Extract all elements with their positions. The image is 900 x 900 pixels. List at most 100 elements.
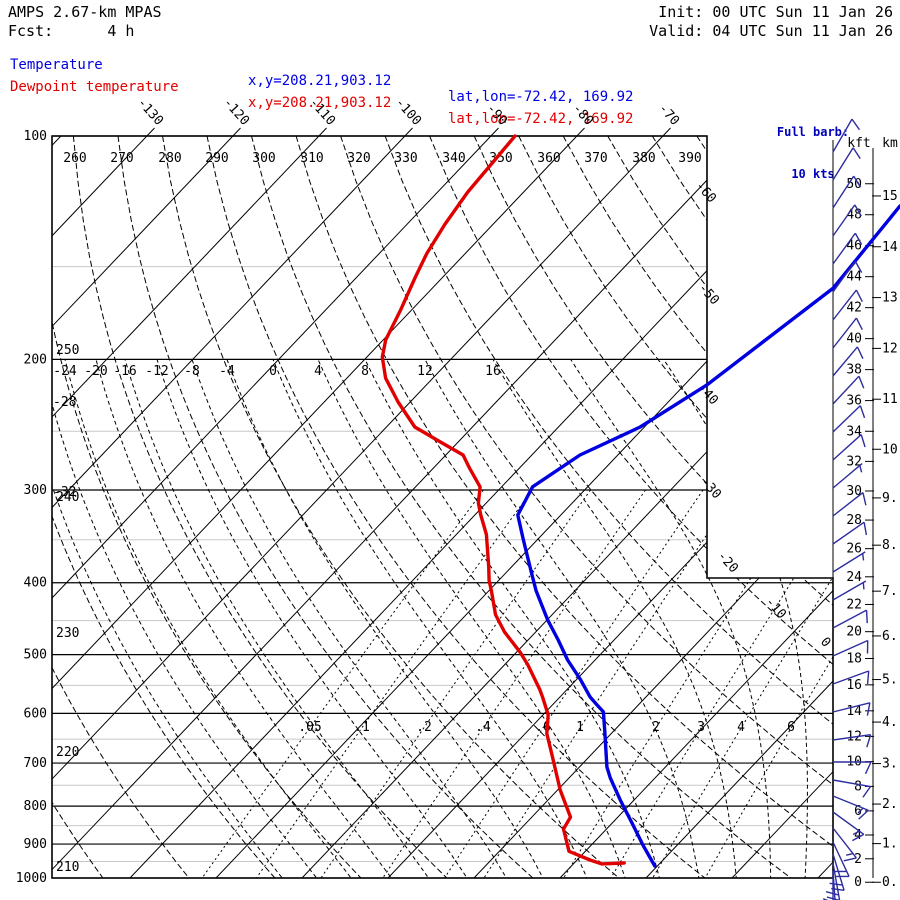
svg-text:1: 1 <box>576 720 584 735</box>
svg-text:-12: -12 <box>145 364 168 379</box>
wind-barb <box>832 317 863 349</box>
svg-text:8.: 8. <box>882 538 898 553</box>
wind-barb <box>832 232 863 265</box>
svg-text:44: 44 <box>846 270 862 285</box>
isotherm-labels-right: -60-50-40-30-20-100 <box>692 179 833 651</box>
svg-text:-80: -80 <box>569 101 596 128</box>
plot-frame <box>51 135 834 879</box>
svg-text:4: 4 <box>854 828 862 843</box>
svg-text:600: 600 <box>24 706 47 721</box>
svg-text:320: 320 <box>347 151 370 166</box>
legend-temperature-xy: x,y=208.21,903.12 <box>248 73 392 89</box>
svg-text:-70: -70 <box>655 101 682 128</box>
svg-text:-20: -20 <box>84 364 107 379</box>
svg-text:240: 240 <box>56 490 79 505</box>
wind-barb <box>832 260 863 293</box>
svg-text:8: 8 <box>854 779 862 794</box>
legend-dewpoint-label: Dewpoint temperature <box>10 79 179 95</box>
svg-text:230: 230 <box>56 626 79 641</box>
svg-text:10.: 10. <box>882 442 900 457</box>
svg-text:34: 34 <box>846 424 862 439</box>
temperature-curve <box>516 204 900 868</box>
svg-text:4: 4 <box>314 364 322 379</box>
wind-barb <box>832 375 865 405</box>
svg-text:300: 300 <box>24 483 47 498</box>
svg-text:16: 16 <box>485 364 501 379</box>
svg-text:400: 400 <box>24 576 47 591</box>
svg-text:-100: -100 <box>392 95 424 128</box>
legend-dewpoint-xy: x,y=208.21,903.12 <box>248 95 392 111</box>
svg-text:1000: 1000 <box>16 871 47 886</box>
svg-text:300: 300 <box>252 151 275 166</box>
wind-barb <box>832 827 857 862</box>
wind-barb <box>832 175 862 209</box>
svg-text:700: 700 <box>24 756 47 771</box>
wind-barb <box>832 795 869 820</box>
svg-text:-4: -4 <box>219 364 235 379</box>
svg-text:42: 42 <box>846 301 862 316</box>
svg-text:310: 310 <box>300 151 323 166</box>
svg-text:0: 0 <box>269 364 277 379</box>
wind-barb <box>832 877 834 900</box>
legend-temperature-label: Temperature <box>10 57 103 73</box>
svg-text:24: 24 <box>846 570 862 585</box>
svg-text:.05: .05 <box>298 720 321 735</box>
svg-text:32: 32 <box>846 454 862 469</box>
svg-text:900: 900 <box>24 837 47 852</box>
svg-text:7.: 7. <box>882 584 898 599</box>
svg-text:6.: 6. <box>882 629 898 644</box>
legend-dewpoint-row: Dewpoint temperature x,y=208.21,903.12 l… <box>0 63 633 127</box>
svg-text:220: 220 <box>56 745 79 760</box>
isobars-major <box>52 135 833 879</box>
svg-text:200: 200 <box>24 352 47 367</box>
moist-adiabat-labels: -24 -20 -16 -12 -8 -4 0 4 8 12 16 -28 -32 <box>53 364 501 500</box>
svg-text:-8: -8 <box>184 364 200 379</box>
svg-text:9.: 9. <box>882 491 898 506</box>
svg-text:4.: 4. <box>882 715 898 730</box>
wind-barb <box>832 779 871 798</box>
wind-barb <box>832 405 866 433</box>
svg-text:2: 2 <box>854 852 862 867</box>
svg-text:.1: .1 <box>354 720 370 735</box>
svg-text:-60: -60 <box>692 179 719 206</box>
svg-text:-50: -50 <box>695 281 722 308</box>
wind-barb <box>822 870 836 900</box>
svg-text:-16: -16 <box>113 364 136 379</box>
wind-barb <box>832 580 867 601</box>
wind-barb <box>832 346 864 377</box>
svg-text:210: 210 <box>56 860 79 875</box>
svg-text:270: 270 <box>110 151 133 166</box>
svg-text:8: 8 <box>361 364 369 379</box>
mixing-ratio-lines <box>190 489 833 878</box>
svg-text:48: 48 <box>846 208 862 223</box>
svg-text:14.: 14. <box>882 240 900 255</box>
legend-dewpoint-latlon: lat,lon=-72.42, 169.92 <box>448 111 634 127</box>
svg-text:280: 280 <box>158 151 181 166</box>
wind-barb <box>832 204 862 237</box>
svg-text:22: 22 <box>846 597 862 612</box>
wind-barb <box>832 670 870 685</box>
svg-text:km: km <box>882 136 898 151</box>
svg-text:.4: .4 <box>475 720 491 735</box>
svg-text:500: 500 <box>24 648 47 663</box>
svg-text:26: 26 <box>846 542 862 557</box>
valid-time: Valid: 04 UTC Sun 11 Jan 26 <box>649 22 893 40</box>
svg-text:260: 260 <box>63 151 86 166</box>
svg-text:13.: 13. <box>882 291 900 306</box>
svg-text:4: 4 <box>737 720 745 735</box>
pressure-axis-labels: 100 200 300 400 500 600 700 800 900 1000 <box>16 129 47 886</box>
svg-text:0: 0 <box>817 635 833 651</box>
wind-barb <box>832 118 861 153</box>
wind-barb <box>832 463 863 489</box>
svg-text:6: 6 <box>787 720 795 735</box>
wind-barb <box>832 734 872 748</box>
isotherm-labels-top: -130 -120 -110 -100 -90 -80 -70 <box>134 95 682 137</box>
svg-text:-30: -30 <box>697 475 724 502</box>
theta-labels: 260 270 280 290 300 310 320 330 340 350 360 370 380 3… <box>56 151 702 875</box>
wind-barb <box>832 811 865 842</box>
svg-text:360: 360 <box>537 151 560 166</box>
svg-text:370: 370 <box>584 151 607 166</box>
svg-text:kft: kft <box>847 136 870 151</box>
svg-text:-130: -130 <box>134 95 166 128</box>
